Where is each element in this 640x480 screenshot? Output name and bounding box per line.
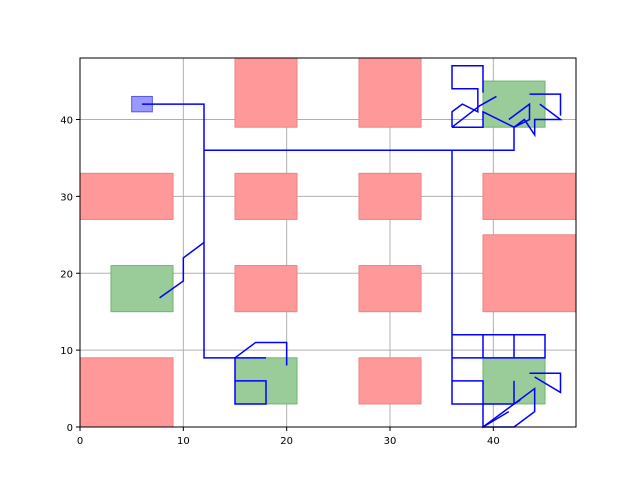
x-tick-label: 10 (177, 436, 190, 447)
path-segment (529, 93, 562, 116)
y-tick-label: 20 (60, 269, 73, 280)
path-segment (452, 380, 536, 428)
y-tick-label: 30 (60, 192, 73, 203)
path-segment (451, 64, 484, 128)
path-segment (482, 410, 510, 428)
x-tick-label: 0 (77, 436, 83, 447)
path-segment (452, 334, 546, 359)
obstacle-rect (482, 234, 577, 313)
path-segment (452, 103, 563, 138)
y-tick-label: 10 (60, 346, 73, 357)
obstacle-rect (358, 172, 422, 220)
path-segment (451, 150, 515, 429)
x-tick-label: 20 (280, 436, 293, 447)
obstacle-rect (358, 357, 422, 405)
planned-paths (142, 64, 563, 429)
goal-regions (110, 80, 546, 405)
path-segment (483, 102, 531, 151)
path-segment (513, 399, 521, 405)
obstacle-rect (482, 172, 577, 220)
obstacle-rect (358, 57, 422, 128)
path-segment (529, 372, 562, 394)
y-tick-label: 0 (67, 423, 73, 434)
path-segment (451, 95, 497, 128)
goal-rect (482, 80, 546, 128)
path-segment (234, 341, 288, 366)
obstacle-rect (79, 172, 174, 220)
axes-frame (79, 57, 577, 428)
path-segment (142, 103, 205, 299)
axis-ticks: 0 10 20 30 40 0 10 20 30 40 (60, 116, 499, 448)
obstacle-rect (234, 57, 298, 128)
obstacle-rect (234, 265, 298, 313)
goal-rect (110, 265, 174, 313)
obstacle-rect (358, 265, 422, 313)
path-segment (203, 242, 267, 405)
y-tick-label: 40 (60, 116, 73, 127)
x-tick-label: 30 (384, 436, 397, 447)
x-tick-label: 40 (487, 436, 500, 447)
obstacle-rect (79, 357, 174, 428)
obstacle-rect (234, 172, 298, 220)
obstacles (79, 57, 577, 428)
